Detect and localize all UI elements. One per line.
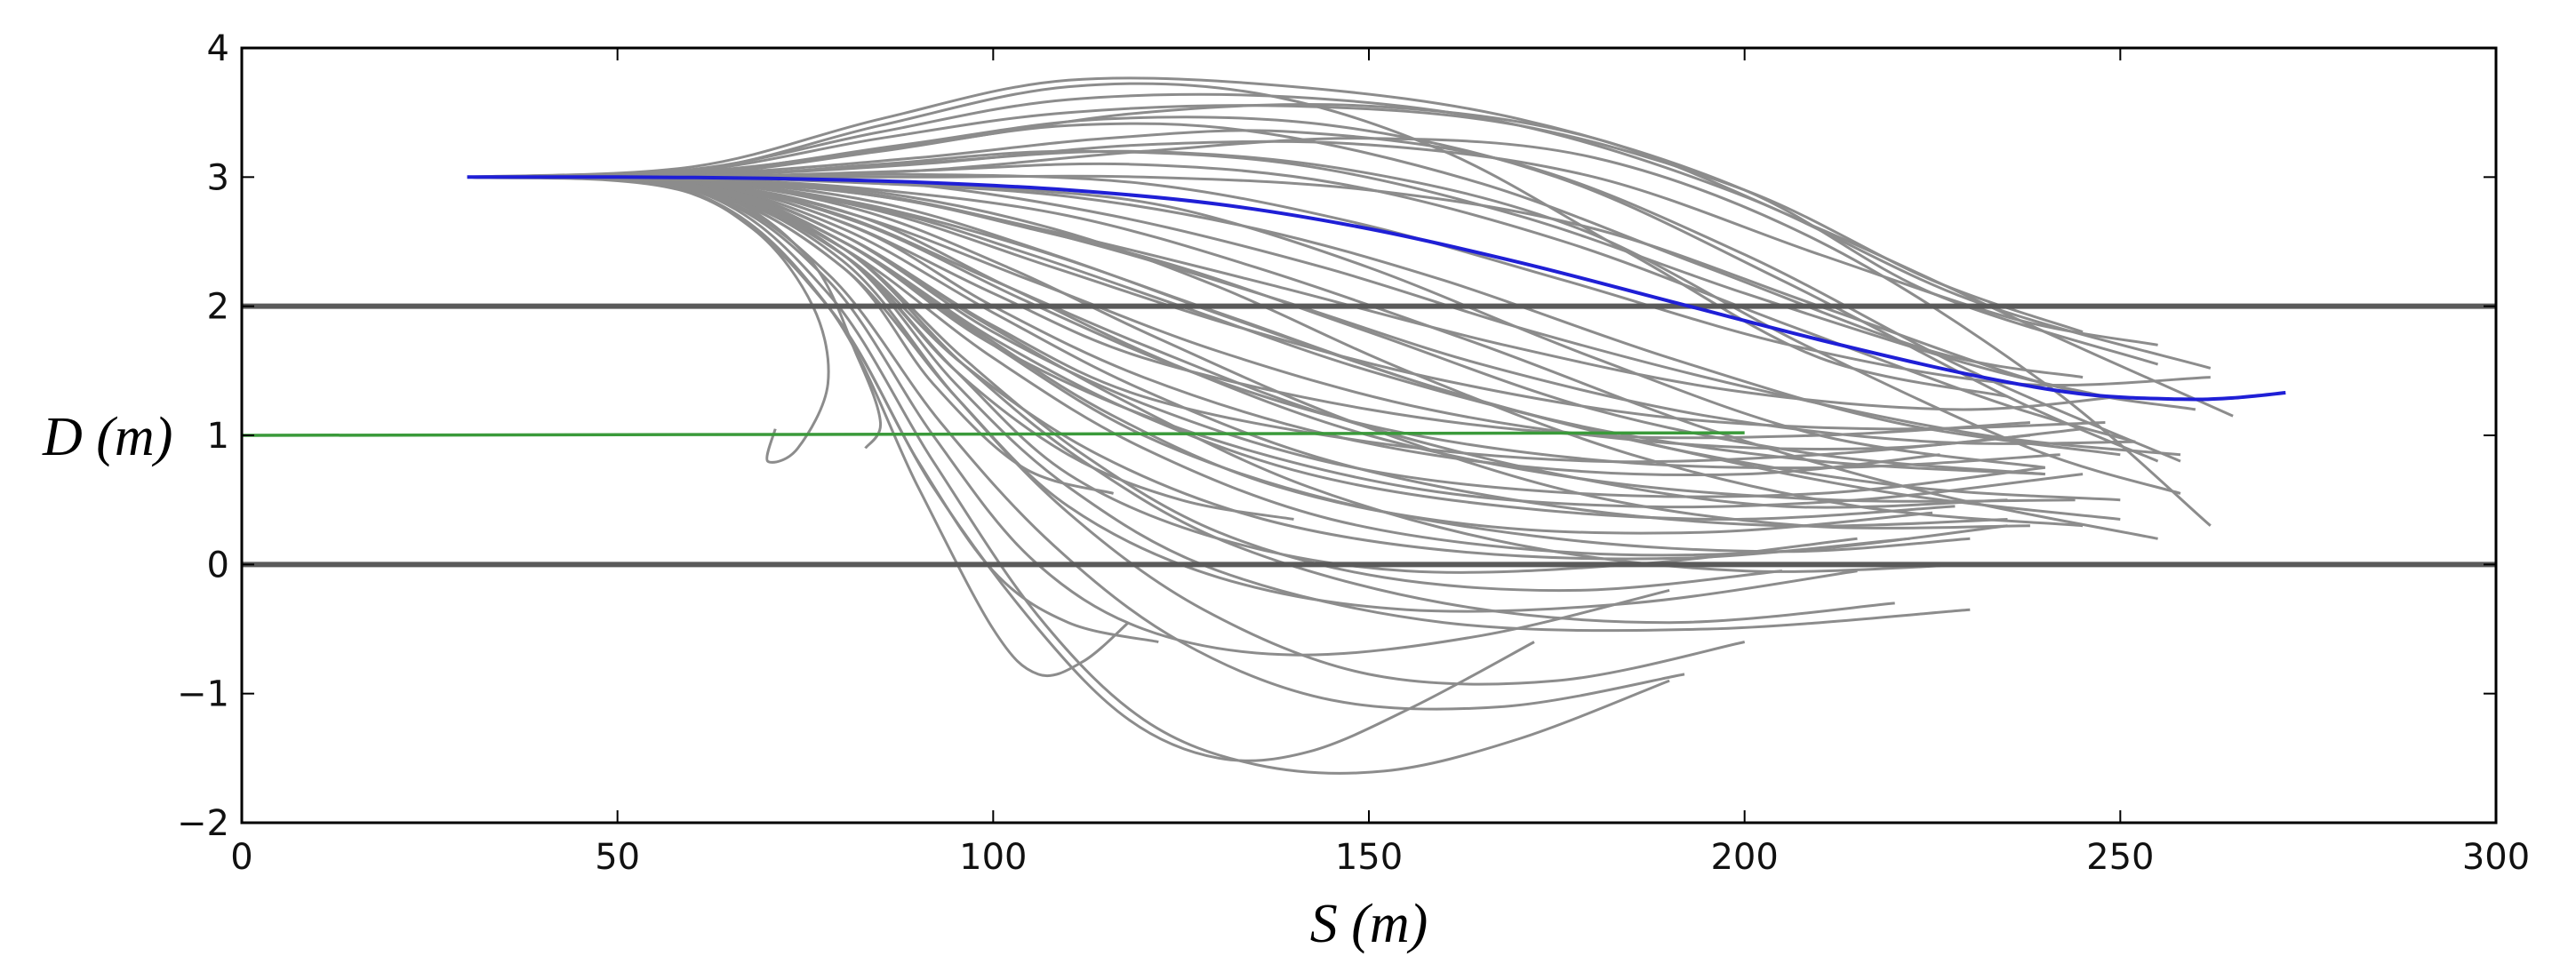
- x-tick-label: 0: [230, 837, 252, 878]
- candidate-path-57: [467, 162, 2136, 443]
- x-tick-label: 250: [2086, 837, 2154, 878]
- x-ticks: 0 50 100 150 200 250 300: [230, 48, 2530, 878]
- candidate-path-58: [467, 175, 1783, 593]
- y-tick-label: 0: [207, 545, 229, 586]
- candidate-path-52: [467, 175, 1933, 535]
- lane-boundaries: [242, 303, 2496, 568]
- candidate-path-15: [467, 175, 1670, 657]
- x-tick-label: 150: [1335, 837, 1403, 878]
- y-tick-label: −1: [177, 674, 229, 715]
- selected-path-group: [467, 175, 2286, 402]
- reference-line: [241, 431, 1745, 437]
- candidate-path-19: [467, 175, 1159, 643]
- candidate-path-59: [467, 175, 2076, 503]
- x-tick-label: 100: [959, 837, 1027, 878]
- y-tick-label: −2: [177, 803, 229, 844]
- candidate-path-0: [467, 104, 2084, 334]
- y-ticks: −2 −1 0 1 2 3 4: [177, 28, 2496, 844]
- y-tick-label: 1: [207, 416, 229, 457]
- candidate-path-4: [467, 82, 2008, 398]
- candidate-path-25: [467, 175, 2121, 521]
- candidate-path-5: [467, 129, 2181, 463]
- reference-line-group: [241, 431, 1745, 437]
- candidate-path-43: [467, 175, 1685, 711]
- candidate-path-35: [467, 122, 2084, 379]
- candidate-path-13: [467, 175, 1858, 574]
- x-axis-label: S (m): [1310, 894, 1428, 954]
- candidate-path-55: [467, 175, 1940, 476]
- candidate-path-56: [467, 175, 2121, 502]
- candidate-path-36: [467, 116, 2159, 463]
- candidate-path-51: [467, 139, 2158, 347]
- candidate-path-16: [467, 175, 1670, 775]
- selected-path: [467, 175, 2286, 402]
- x-tick-label: 50: [595, 837, 640, 878]
- x-tick-label: 300: [2462, 837, 2530, 878]
- y-tick-label: 3: [207, 157, 229, 198]
- x-tick-label: 200: [1710, 837, 1778, 878]
- candidate-path-48: [467, 175, 2136, 445]
- y-tick-label: 2: [207, 287, 229, 328]
- candidate-path-30: [467, 175, 2008, 557]
- candidate-path-27: [467, 175, 2121, 457]
- candidate-path-1: [467, 76, 2159, 366]
- y-tick-label: 4: [207, 28, 229, 69]
- candidate-path-47: [467, 175, 2106, 431]
- candidate-paths: [467, 76, 2234, 775]
- y-axis-label: D (m): [42, 407, 172, 467]
